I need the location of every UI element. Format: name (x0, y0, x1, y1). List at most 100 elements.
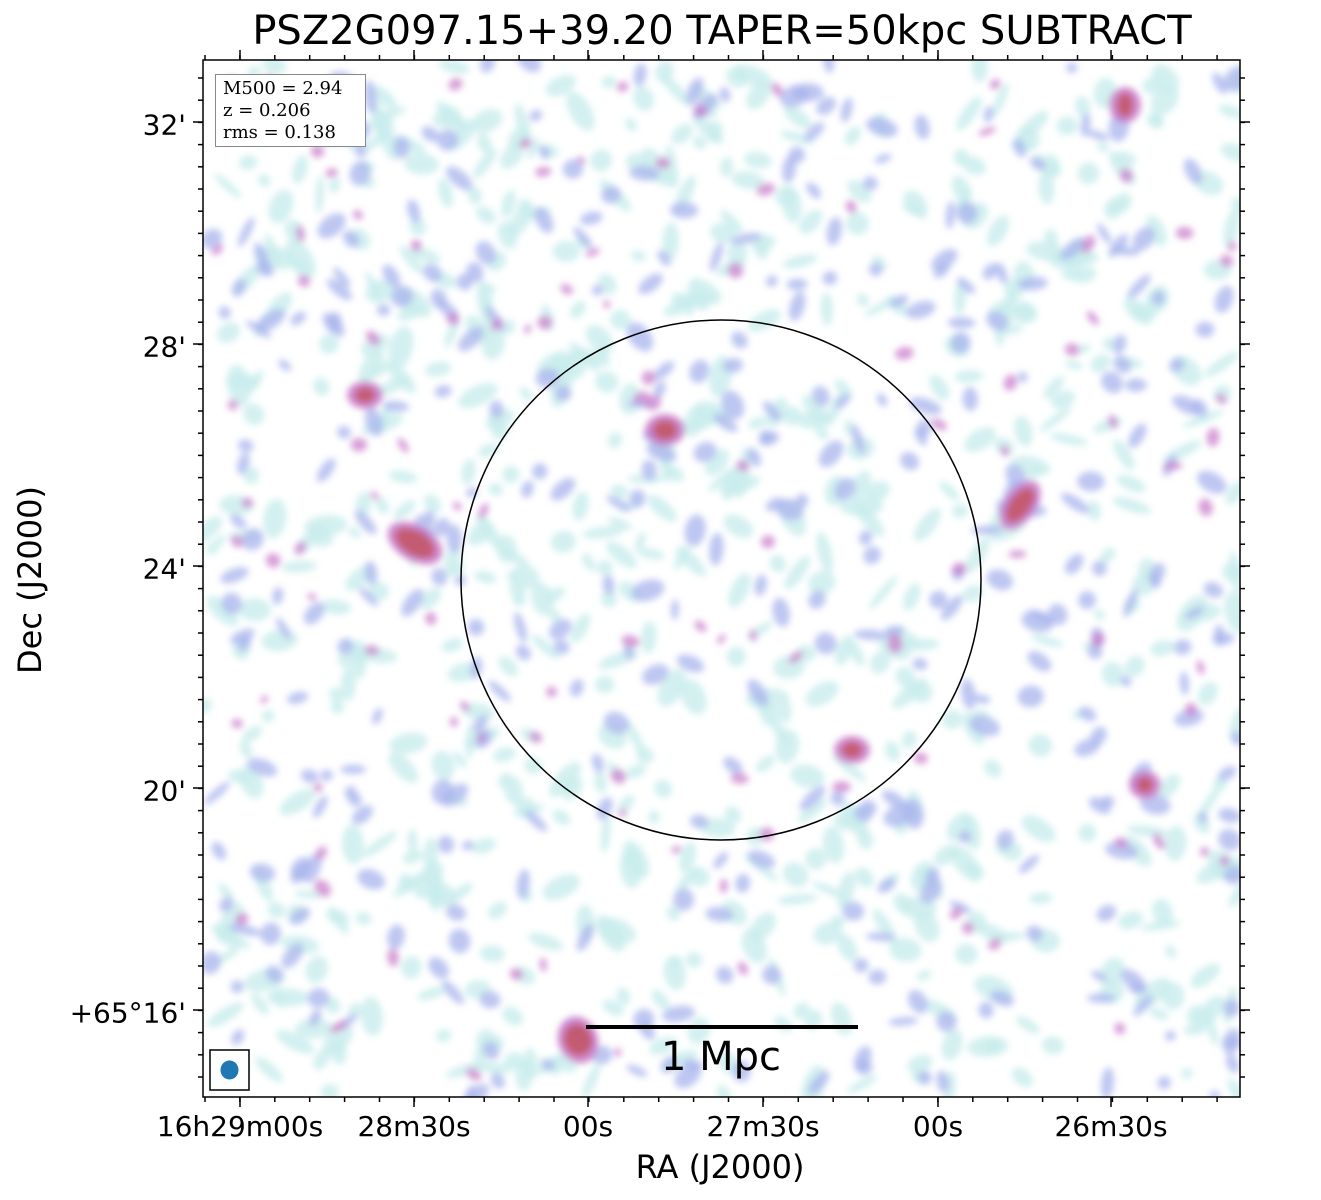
emission-blob (243, 466, 259, 485)
emission-blob (230, 535, 244, 548)
emission-blob (655, 157, 671, 169)
emission-blob (448, 77, 463, 91)
emission-blob (534, 206, 554, 234)
emission-blob (1195, 321, 1215, 338)
emission-blob (706, 121, 723, 143)
emission-blob (845, 212, 870, 235)
emission-blob (889, 938, 922, 962)
emission-blob (493, 747, 516, 763)
emission-blob (1150, 113, 1164, 129)
emission-blob (693, 104, 708, 118)
emission-blob (1012, 301, 1035, 324)
emission-blob (600, 589, 618, 608)
emission-blob (480, 60, 496, 73)
emission-blob (446, 524, 463, 553)
emission-blob (847, 1075, 878, 1094)
emission-blob (330, 700, 345, 714)
emission-blob (641, 459, 657, 481)
plot-frame (202, 59, 1241, 1098)
emission-blob (287, 691, 309, 705)
emission-blob (872, 255, 887, 271)
emission-blob (329, 1021, 348, 1033)
scale-bar-label: 1 Mpc (660, 1034, 782, 1080)
emission-blob (1101, 371, 1123, 394)
emission-blob (371, 708, 383, 725)
emission-blob (693, 135, 707, 150)
emission-blob (463, 1083, 489, 1097)
emission-blob (1174, 639, 1192, 655)
emission-blob (670, 599, 679, 620)
emission-blob (720, 157, 734, 177)
emission-blob (549, 610, 561, 623)
x-tick-label: 00s (562, 1110, 614, 1143)
emission-blob (1013, 137, 1026, 158)
x-axis-label: RA (J2000) (635, 1148, 805, 1186)
emission-blob (562, 776, 583, 801)
emission-blob (364, 560, 378, 586)
emission-blob (260, 922, 282, 946)
emission-blob (553, 639, 570, 655)
emission-blob (1102, 337, 1116, 351)
emission-blob (569, 341, 600, 372)
emission-blob (1123, 588, 1138, 618)
emission-blob (709, 532, 724, 566)
emission-blob (214, 534, 226, 547)
emission-blob (517, 60, 542, 73)
emission-blob (864, 481, 890, 502)
emission-blob (1198, 811, 1208, 824)
emission-blob (479, 945, 505, 963)
emission-blob (782, 862, 809, 887)
emission-blob (799, 209, 823, 234)
emission-blob (947, 317, 976, 329)
emission-blob (247, 758, 278, 777)
emission-blob (816, 96, 836, 115)
emission-blob (633, 1008, 655, 1030)
emission-blob (770, 82, 783, 97)
emission-blob (625, 764, 647, 779)
emission-blob (1203, 581, 1224, 598)
emission-blob (960, 678, 977, 710)
emission-blob (525, 810, 548, 832)
emission-blob (585, 324, 614, 353)
emission-blob (949, 907, 963, 920)
emission-blob (730, 773, 749, 784)
emission-blob (243, 403, 265, 425)
emission-blob (307, 593, 317, 601)
emission-blob (490, 318, 503, 331)
emission-blob (313, 377, 330, 396)
emission-blob (607, 517, 633, 530)
emission-blob (541, 1059, 555, 1071)
emission-blob (535, 368, 560, 388)
emission-blob (435, 101, 468, 132)
emission-blob (868, 969, 887, 985)
emission-blob (221, 592, 243, 615)
emission-blob (616, 987, 631, 1006)
emission-blob (479, 990, 501, 1009)
emission-blob (351, 639, 367, 679)
emission-blob (747, 309, 781, 332)
emission-blob (986, 311, 1009, 331)
emission-blob (349, 160, 371, 186)
emission-blob (835, 393, 851, 409)
emission-blob (1218, 766, 1237, 781)
emission-blob (529, 109, 543, 122)
emission-blob (1056, 116, 1078, 136)
emission-blob (680, 679, 707, 715)
emission-blob (502, 465, 520, 484)
emission-blob (1219, 254, 1234, 268)
emission-blob (1087, 500, 1101, 521)
emission-blob (268, 189, 294, 224)
emission-blob (1021, 610, 1054, 633)
emission-blob (1224, 591, 1240, 633)
emission-blob (390, 285, 414, 307)
emission-blob (618, 794, 635, 812)
emission-blob (1183, 158, 1203, 185)
emission-blob (1019, 110, 1049, 139)
emission-blob (471, 838, 497, 854)
emission-blob (895, 666, 916, 688)
emission-blob (1157, 1076, 1171, 1090)
emission-blob (446, 312, 460, 326)
emission-blob (949, 900, 972, 914)
emission-blob (693, 441, 717, 463)
emission-blob (858, 530, 873, 546)
